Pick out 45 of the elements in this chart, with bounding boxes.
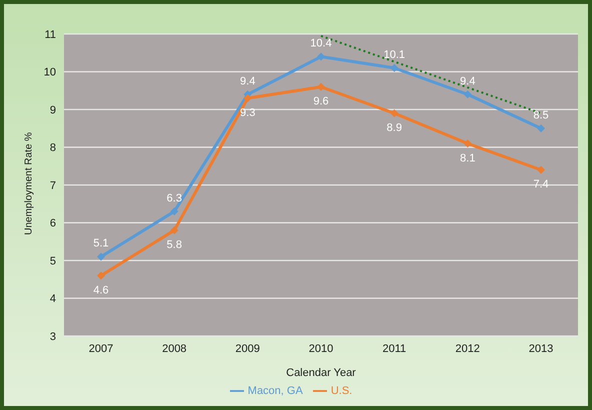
point [317,52,325,61]
y-axis-title: Unemployment Rate % [24,132,35,235]
y-tick-label: 11 [44,28,56,41]
data-label: 5.8 [166,239,182,252]
y-tick-label: 5 [50,255,56,268]
x-tick-label: 2010 [308,342,334,355]
data-label: 6.3 [166,192,182,204]
data-label: 9.4 [460,75,476,88]
y-tick-label: 10 [44,66,56,79]
data-label: 10.1 [384,48,406,61]
point [464,90,472,98]
x-tick-label: 2011 [382,342,406,355]
point [244,94,252,102]
point [170,226,178,234]
x-tick-label: 2007 [88,342,114,355]
y-tick-label: 8 [50,142,56,154]
data-label: 8.1 [460,152,476,164]
y-tick-label: 6 [50,218,56,230]
y-tick-label: 4 [50,293,56,306]
data-label: 9.4 [240,75,256,88]
x-tick-label: 2009 [235,342,260,355]
point [464,139,472,148]
x-tick-label: 2012 [455,342,480,355]
y-tick-label: 9 [50,104,56,116]
point [170,207,178,216]
x-axis-title: Calendar Year [286,367,356,379]
x-tick-label: 2008 [162,342,187,355]
data-label: 8.9 [386,122,402,134]
data-label: 5.1 [93,238,109,250]
legend-label: U.S. [330,384,352,397]
y-tick-label: 7 [50,180,56,192]
x-tick-label: 2013 [528,342,554,355]
point [537,166,545,174]
data-label: 8.5 [533,109,549,122]
point [97,272,105,280]
point [537,124,545,132]
data-label: 4.6 [93,284,109,296]
point [97,252,105,261]
data-label: 9.3 [240,106,256,119]
data-label: 10.4 [310,38,332,50]
point [390,109,398,118]
y-tick-label: 3 [50,330,56,343]
legend-label: Macon, GA [248,384,303,397]
data-label: 9.6 [313,96,329,108]
point [317,82,325,91]
